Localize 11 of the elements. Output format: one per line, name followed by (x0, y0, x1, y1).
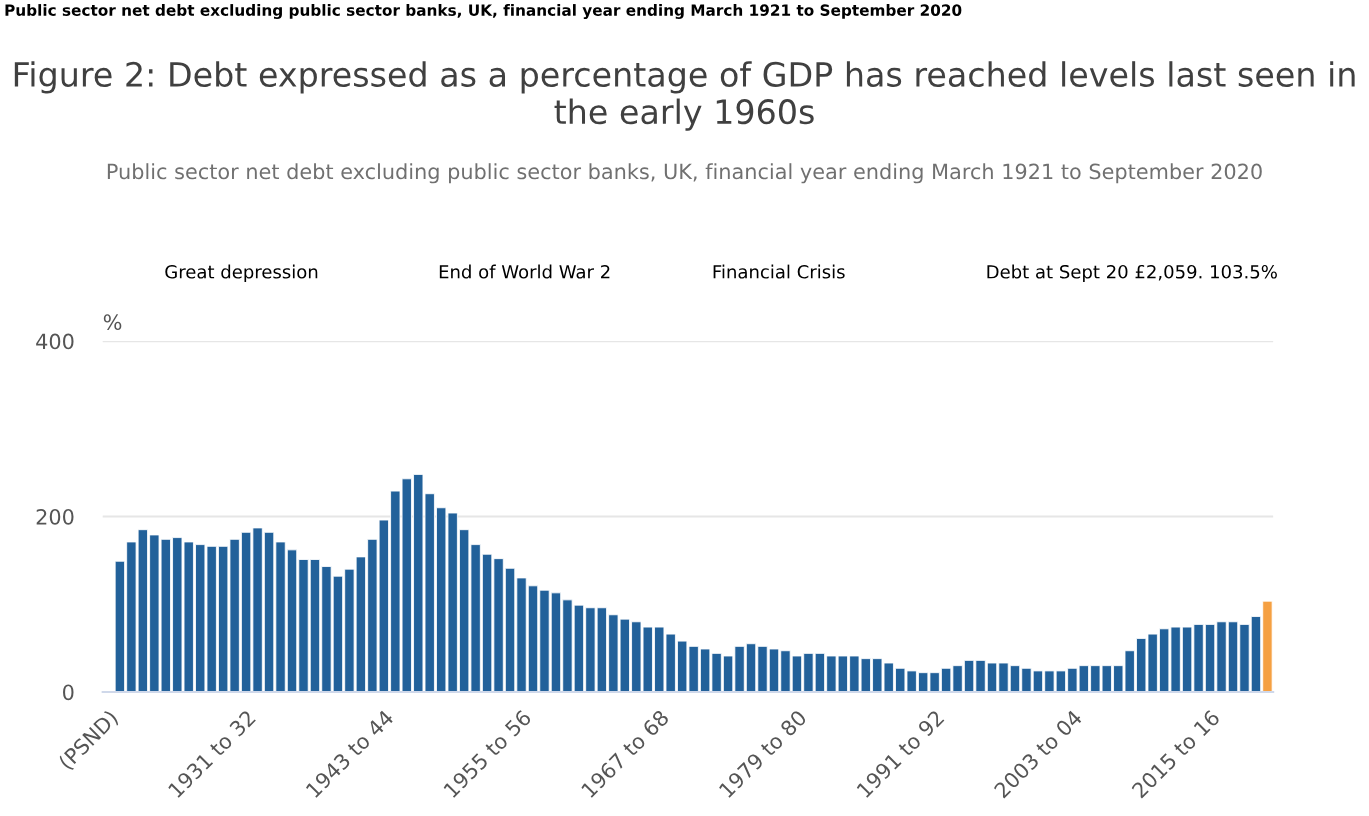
text: Public sector net debt excluding public sector banks, UK, financial year ending March 1921 to September 2020 (5, 4, 962, 19)
text: Debt at Sept 20 £2,059. 103.5% (987, 264, 1277, 283)
y-axis-title: % (103, 314, 122, 331)
text: Financial Crisis (713, 264, 845, 279)
y-tick-label: 0 (63, 684, 74, 701)
text: Great depression (165, 264, 318, 283)
text: End of World War 2 (439, 264, 610, 279)
chart-title: Figure 2: Debt expressed as a percentage of GDP has reached levels last seen in the early 1960s (14, 61, 1355, 131)
y-tick-label: 200 (36, 508, 74, 525)
chart-subtitle: Public sector net debt excluding public sector banks, UK, financial year ending March 1921 to September 2020 (107, 163, 1262, 184)
y-tick-label: 400 (36, 333, 74, 350)
